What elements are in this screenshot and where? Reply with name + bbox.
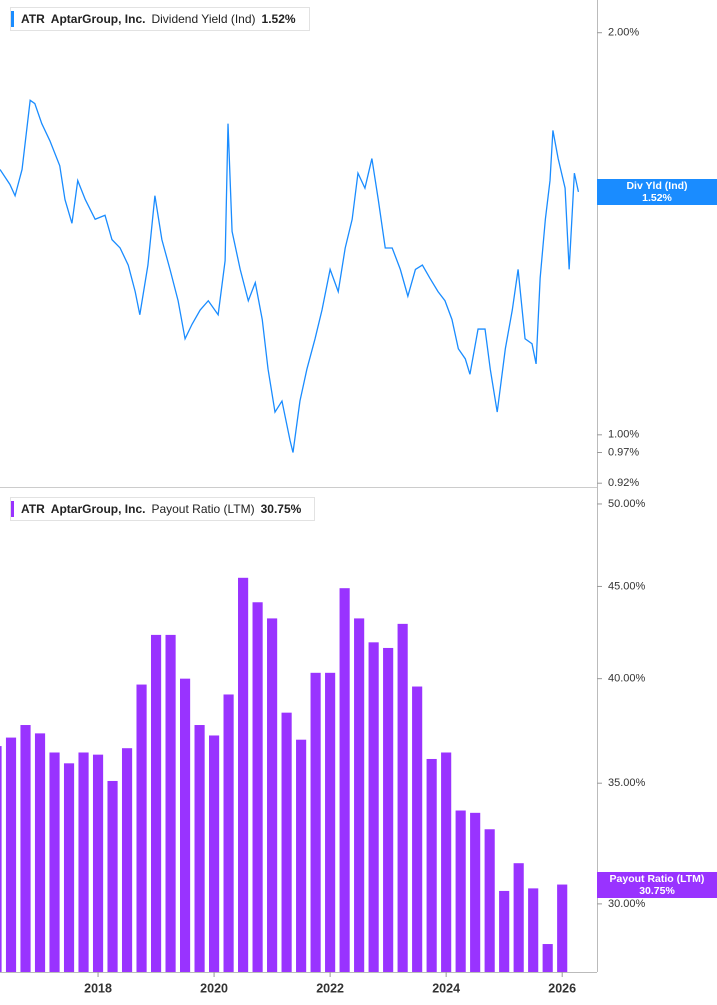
company: AptarGroup, Inc. xyxy=(50,12,146,26)
bar xyxy=(209,735,220,972)
x-tick-label: 2020 xyxy=(200,981,228,995)
bar xyxy=(484,829,495,972)
bar xyxy=(165,634,176,972)
bar xyxy=(455,810,466,972)
bar xyxy=(528,888,539,972)
bar xyxy=(383,647,394,972)
current-value-marker: Payout Ratio (LTM) 30.75% xyxy=(597,871,717,898)
bar xyxy=(49,752,60,972)
bar xyxy=(194,725,205,972)
bar xyxy=(20,725,31,972)
bar xyxy=(78,752,89,972)
x-tick-label: 2024 xyxy=(432,981,460,995)
bar xyxy=(325,672,336,972)
legend-swatch xyxy=(11,11,14,27)
x-tick-label: 2026 xyxy=(548,981,576,995)
bar xyxy=(136,684,147,972)
y-tick-label: 30.00% xyxy=(608,898,646,910)
x-tick-label: 2022 xyxy=(316,981,344,995)
marker-value: 30.75% xyxy=(639,884,675,897)
y-tick-label: 1.00% xyxy=(608,429,639,441)
y-tick-label: 50.00% xyxy=(608,498,646,510)
bar xyxy=(121,748,133,972)
ticker: ATR xyxy=(21,502,45,516)
bar xyxy=(150,634,162,972)
bar xyxy=(310,672,321,972)
bar xyxy=(397,623,408,972)
bar xyxy=(223,694,234,972)
bar xyxy=(513,863,524,972)
bar xyxy=(557,884,568,972)
bar xyxy=(354,618,365,972)
bar xyxy=(542,944,553,972)
bar xyxy=(34,733,46,972)
y-tick-label: 0.97% xyxy=(608,446,639,458)
y-tick-label: 0.92% xyxy=(608,477,639,489)
bar xyxy=(281,712,292,972)
bar xyxy=(107,780,118,972)
legend-swatch xyxy=(11,501,14,517)
bar xyxy=(339,588,350,972)
company: AptarGroup, Inc. xyxy=(50,502,146,516)
bar xyxy=(0,746,2,972)
y-tick-label: 35.00% xyxy=(608,777,646,789)
bar xyxy=(5,737,17,972)
legend-series: Dividend Yield (Ind) xyxy=(151,12,256,26)
y-tick-label: 45.00% xyxy=(608,580,646,592)
marker-name: Payout Ratio (LTM) xyxy=(609,872,705,885)
x-tick-label: 2018 xyxy=(84,981,112,995)
line xyxy=(0,99,580,453)
legend: ATR AptarGroup, Inc. Payout Ratio (LTM) 30.… xyxy=(10,497,316,521)
bar xyxy=(179,678,191,972)
bar xyxy=(63,763,75,972)
bar xyxy=(92,754,104,972)
bar xyxy=(368,642,379,972)
y-tick-label: 2.00% xyxy=(608,27,639,39)
bar xyxy=(238,577,249,972)
bar xyxy=(499,890,510,972)
legend-value: 30.75% xyxy=(260,502,302,516)
bar xyxy=(252,602,263,972)
bar xyxy=(470,812,481,972)
bar xyxy=(441,752,452,972)
marker-value: 1.52% xyxy=(642,191,672,204)
bar xyxy=(267,618,278,972)
marker-name: Div Yld (Ind) xyxy=(626,179,688,192)
bar xyxy=(412,686,423,972)
ticker: ATR xyxy=(21,12,45,26)
bar xyxy=(426,758,437,972)
bar xyxy=(296,739,307,972)
current-value-marker: Div Yld (Ind) 1.52% xyxy=(597,178,717,205)
legend: ATR AptarGroup, Inc. Dividend Yield (Ind) 1… xyxy=(10,7,310,31)
y-tick-label: 40.00% xyxy=(608,673,646,685)
legend-series: Payout Ratio (LTM) xyxy=(151,502,255,516)
legend-value: 1.52% xyxy=(261,12,296,26)
